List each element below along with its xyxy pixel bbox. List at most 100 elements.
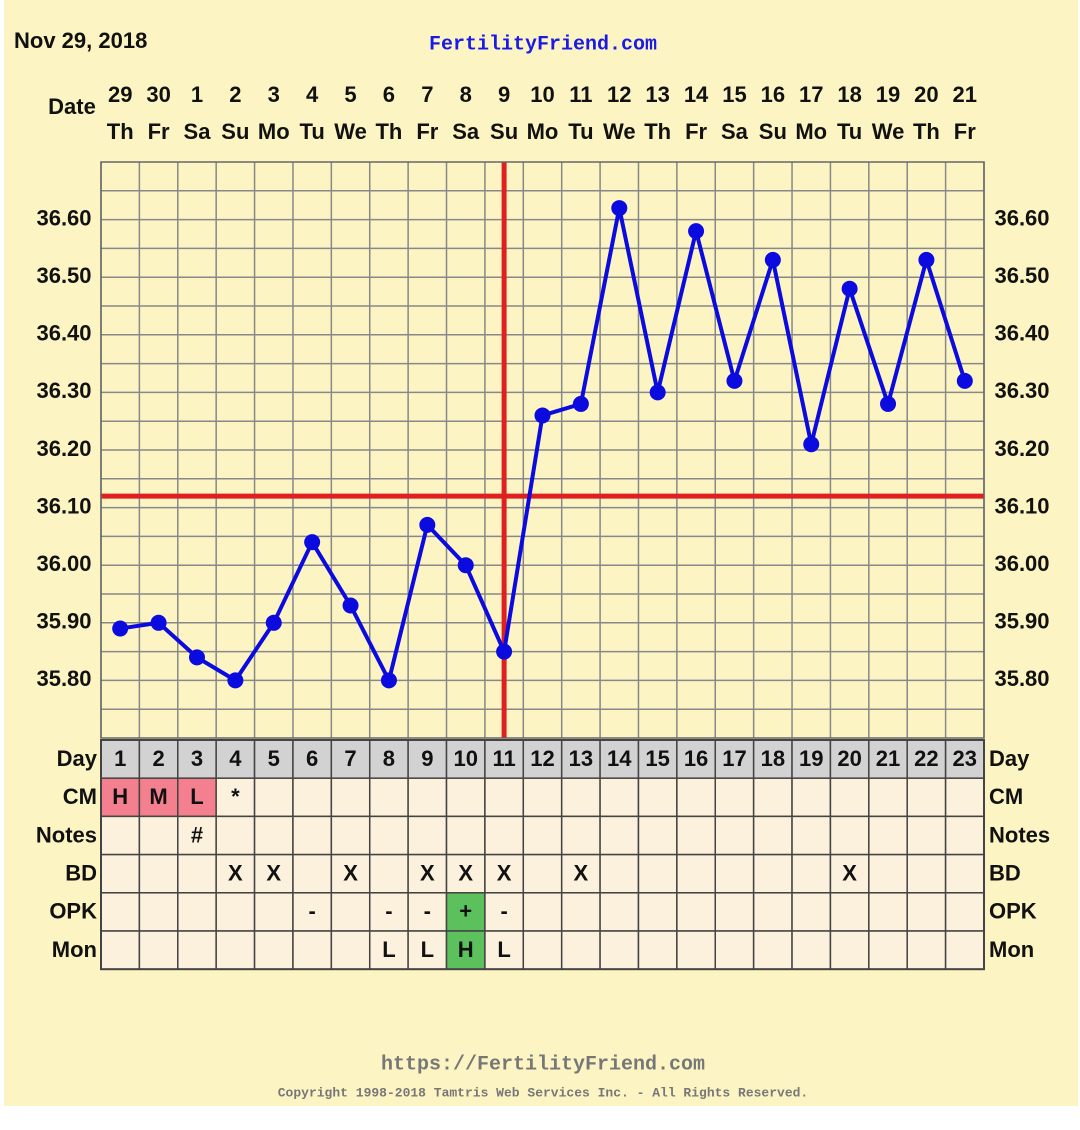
- weekday-label: Th: [107, 119, 134, 144]
- temperature-point: [112, 620, 129, 637]
- table-cell: [484, 777, 525, 818]
- table-cell: [138, 930, 179, 970]
- y-tick-label-right: 36.00: [994, 551, 1049, 576]
- weekday-label: Sa: [184, 119, 212, 144]
- weekday-label: We: [603, 119, 636, 144]
- table-cell: [215, 815, 256, 856]
- row-label: Notes: [36, 822, 97, 847]
- temperature-point: [188, 649, 205, 666]
- table-cell: [637, 777, 678, 818]
- table-cell: [599, 777, 640, 818]
- row-label-right: BD: [989, 861, 1021, 886]
- cell-text: 18: [761, 746, 785, 771]
- cell-text: H: [458, 937, 474, 962]
- table-cell: [906, 777, 947, 818]
- footer-url: https://FertilityFriend.com: [381, 1053, 705, 1076]
- cell-text: 20: [837, 746, 861, 771]
- table-cell: [445, 777, 486, 818]
- cell-text: X: [458, 861, 473, 886]
- date-label: 6: [383, 82, 395, 107]
- y-tick-label: 36.40: [36, 321, 91, 346]
- table-cell: [752, 853, 793, 894]
- date-label: 4: [306, 82, 319, 107]
- table-cell: [714, 853, 755, 894]
- temperature-point: [611, 200, 628, 217]
- table-cell: [368, 815, 409, 856]
- y-tick-label: 36.50: [36, 263, 91, 288]
- temperature-point: [380, 672, 397, 689]
- table-cell: [522, 853, 563, 894]
- copyright: Copyright 1998-2018 Tamtris Web Services…: [278, 1085, 809, 1100]
- cell-text: 14: [607, 746, 632, 771]
- cell-text: L: [382, 937, 395, 962]
- table-cell: [868, 930, 908, 970]
- date-label: 9: [498, 82, 510, 107]
- table-cell: [177, 853, 217, 894]
- cell-text: X: [497, 861, 512, 886]
- row-label-right: Day: [989, 746, 1030, 771]
- table-cell: [944, 892, 985, 932]
- table-cell: [829, 892, 870, 932]
- table-cell: [368, 853, 409, 894]
- table-cell: [752, 815, 793, 856]
- date-label: 18: [837, 82, 861, 107]
- cell-text: X: [266, 861, 281, 886]
- y-tick-label-right: 36.50: [994, 263, 1049, 288]
- table-cell: [560, 853, 601, 894]
- table-cell: [407, 930, 448, 970]
- table-cell: [177, 815, 217, 856]
- cell-text: 15: [645, 746, 669, 771]
- temperature-point: [880, 395, 897, 412]
- table-cell: [445, 892, 486, 932]
- table-cell: [522, 777, 563, 818]
- table-cell: [445, 930, 486, 970]
- table-cell: [791, 815, 832, 856]
- cell-text: -: [424, 899, 431, 924]
- cell-text: 11: [492, 746, 515, 771]
- table-cell: [253, 777, 294, 818]
- temperature-point: [227, 672, 244, 689]
- table-cell: [253, 930, 294, 970]
- weekday-label: Su: [221, 119, 249, 144]
- table-cell: [100, 815, 141, 856]
- cell-text: 21: [876, 746, 900, 771]
- table-cell: [906, 892, 947, 932]
- row-label-right: Notes: [989, 822, 1050, 847]
- table-cell: [522, 930, 563, 970]
- table-cell: [407, 777, 448, 818]
- table-cell: [138, 815, 179, 856]
- table-cell: [868, 853, 908, 894]
- table-cell: [445, 815, 486, 856]
- table-cell: [676, 739, 717, 779]
- row-label: Day: [57, 746, 98, 771]
- table-cell: [368, 777, 409, 818]
- y-tick-label: 36.60: [36, 205, 91, 230]
- date-label: 11: [569, 82, 592, 107]
- y-tick-label-right: 36.60: [994, 205, 1049, 230]
- table-cell: [637, 930, 678, 970]
- cell-text: 8: [383, 746, 395, 771]
- table-cell: [330, 777, 371, 818]
- y-tick-label: 36.00: [36, 551, 91, 576]
- date-label: 19: [876, 82, 900, 107]
- weekday-label: Su: [490, 119, 518, 144]
- temperature-point: [726, 372, 743, 389]
- temperature-point: [688, 223, 705, 240]
- date-label: 8: [460, 82, 472, 107]
- cell-text: 13: [569, 746, 593, 771]
- cell-text: 1: [114, 746, 126, 771]
- y-tick-label-right: 35.90: [994, 609, 1049, 634]
- table-cell: [100, 777, 141, 818]
- date-label: 1: [191, 82, 203, 107]
- table-cell: [484, 930, 525, 970]
- weekday-label: We: [872, 119, 905, 144]
- table-cell: [138, 892, 179, 932]
- cell-text: +: [459, 899, 472, 924]
- table-cell: [330, 930, 371, 970]
- cell-text: X: [574, 861, 589, 886]
- row-label-right: CM: [989, 784, 1023, 809]
- cell-text: -: [385, 899, 392, 924]
- date-label: 5: [344, 82, 356, 107]
- date-label: 14: [684, 82, 709, 107]
- table-cell: [906, 853, 947, 894]
